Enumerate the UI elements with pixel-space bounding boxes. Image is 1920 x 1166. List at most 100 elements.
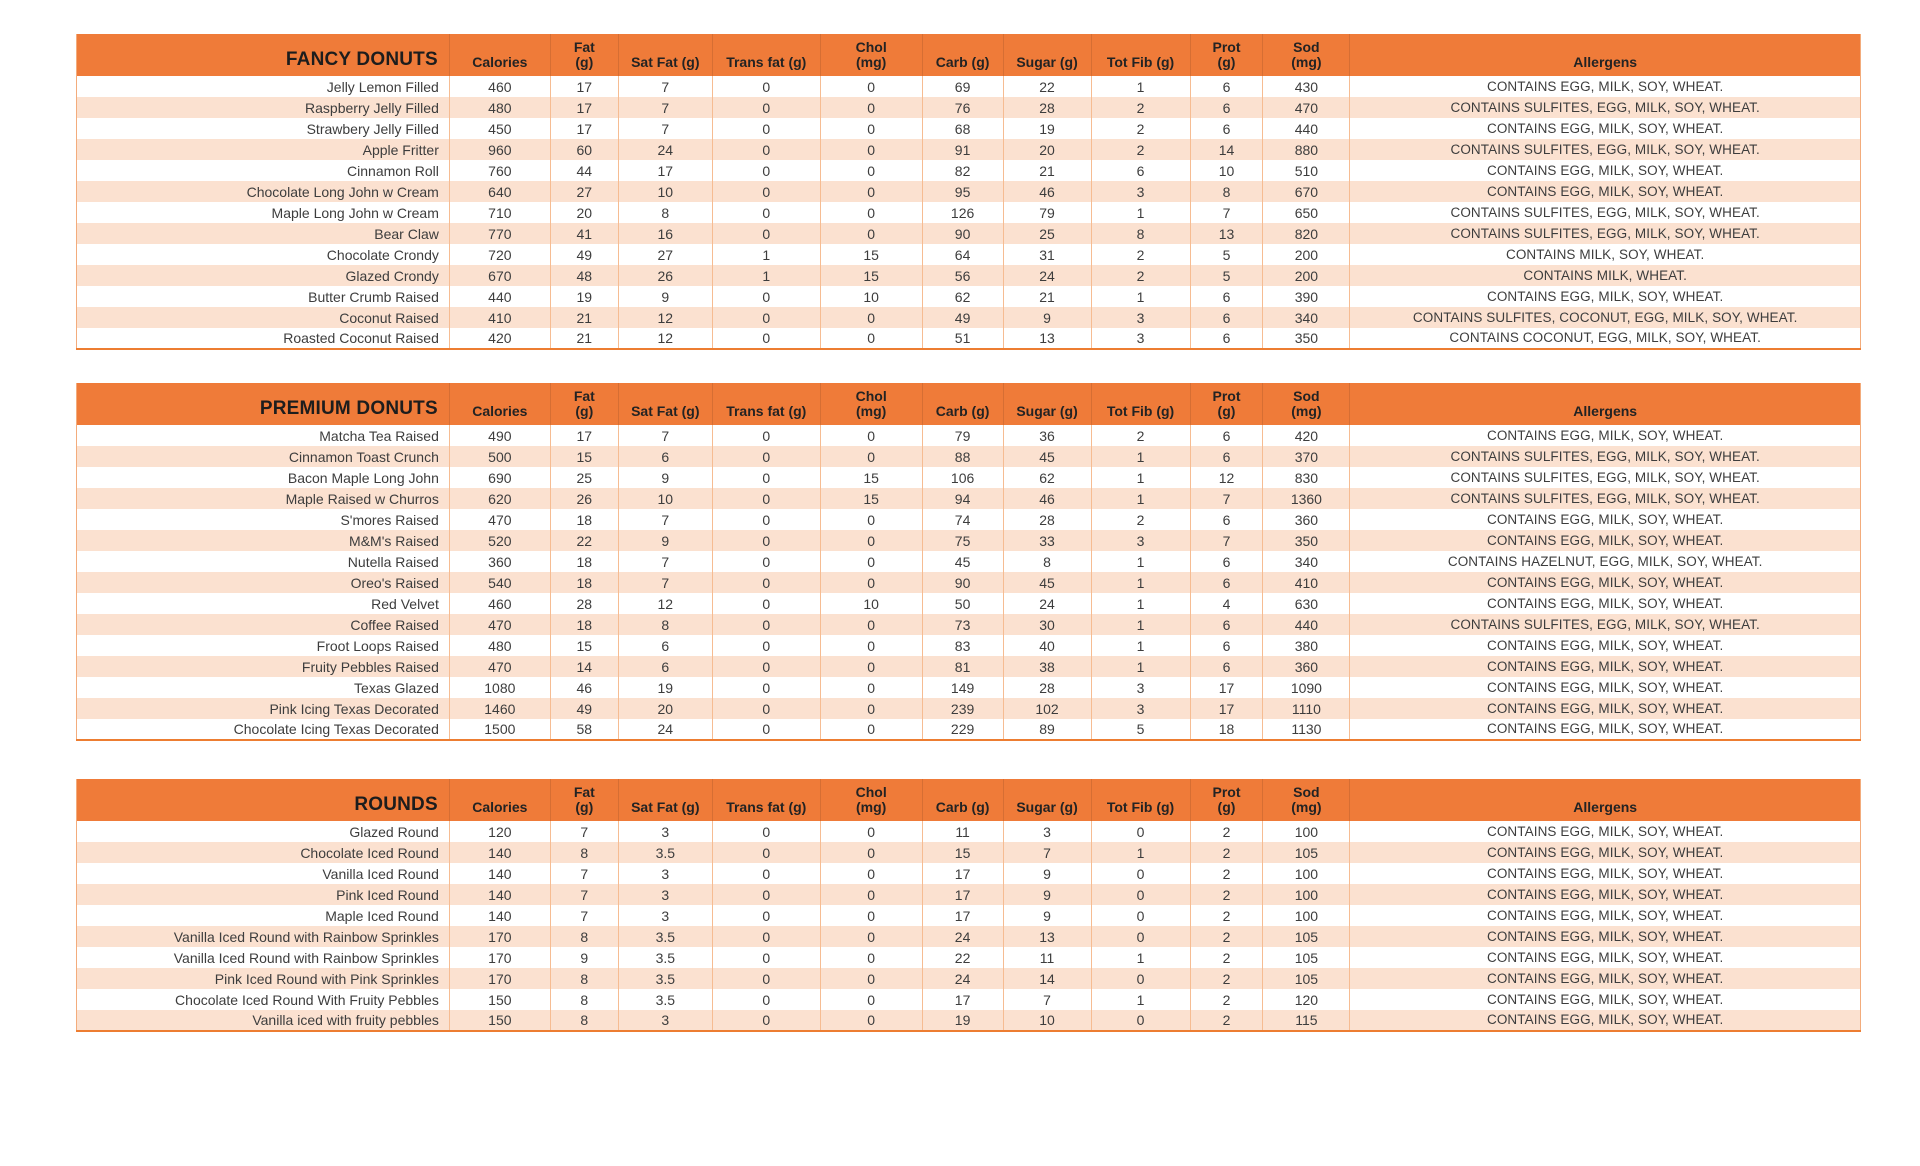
column-header: Calories bbox=[449, 34, 551, 76]
calories-cell: 410 bbox=[449, 307, 551, 328]
chol-cell: 0 bbox=[820, 328, 923, 349]
calories-cell: 170 bbox=[449, 947, 551, 968]
totfib-cell: 0 bbox=[1091, 821, 1191, 842]
column-header: Sod (mg) bbox=[1262, 779, 1351, 821]
allergens-cell: CONTAINS SULFITES, EGG, MILK, SOY, WHEAT… bbox=[1349, 467, 1861, 488]
calories-cell: 120 bbox=[449, 821, 551, 842]
transfat-cell: 0 bbox=[712, 328, 821, 349]
carb-cell: 74 bbox=[922, 509, 1004, 530]
sod-cell: 410 bbox=[1262, 572, 1351, 593]
satfat-cell: 27 bbox=[618, 244, 713, 265]
chol-cell: 0 bbox=[820, 677, 923, 698]
calories-cell: 460 bbox=[449, 593, 551, 614]
carb-cell: 22 bbox=[922, 947, 1004, 968]
table-row: Pink Icing Texas Decorated 1460 49 20 0 0 239 1… bbox=[76, 698, 1861, 719]
transfat-cell: 0 bbox=[712, 614, 821, 635]
prot-cell: 17 bbox=[1190, 677, 1264, 698]
satfat-cell: 9 bbox=[618, 530, 713, 551]
chol-cell: 10 bbox=[820, 286, 923, 307]
allergens-cell: CONTAINS EGG, MILK, SOY, WHEAT. bbox=[1349, 509, 1861, 530]
table-row: Maple Long John w Cream 710 20 8 0 0 126 79 1 7 65… bbox=[76, 202, 1861, 223]
chol-cell: 0 bbox=[820, 509, 923, 530]
sod-cell: 420 bbox=[1262, 425, 1351, 446]
table-row: Strawbery Jelly Filled 450 17 7 0 0 68 19 2 6 440 C… bbox=[76, 118, 1861, 139]
fat-cell: 27 bbox=[550, 181, 619, 202]
chol-cell: 0 bbox=[820, 202, 923, 223]
table-row: Coffee Raised 470 18 8 0 0 73 30 1 6 440 CONTAINS S… bbox=[76, 614, 1861, 635]
satfat-cell: 6 bbox=[618, 656, 713, 677]
satfat-cell: 12 bbox=[618, 593, 713, 614]
prot-cell: 2 bbox=[1190, 863, 1264, 884]
prot-cell: 2 bbox=[1190, 926, 1264, 947]
carb-cell: 15 bbox=[922, 842, 1004, 863]
transfat-cell: 0 bbox=[712, 677, 821, 698]
allergens-cell: CONTAINS EGG, MILK, SOY, WHEAT. bbox=[1349, 842, 1861, 863]
column-header: Sod (mg) bbox=[1262, 383, 1351, 425]
sod-cell: 470 bbox=[1262, 97, 1351, 118]
totfib-cell: 2 bbox=[1091, 425, 1191, 446]
prot-cell: 2 bbox=[1190, 884, 1264, 905]
prot-cell: 6 bbox=[1190, 328, 1264, 349]
fat-cell: 7 bbox=[550, 884, 619, 905]
table-row: Chocolate Icing Texas Decorated 1500 58 24 0… bbox=[76, 719, 1861, 740]
fat-cell: 20 bbox=[550, 202, 619, 223]
totfib-cell: 1 bbox=[1091, 551, 1191, 572]
calories-cell: 690 bbox=[449, 467, 551, 488]
sod-cell: 430 bbox=[1262, 76, 1351, 97]
chol-cell: 10 bbox=[820, 593, 923, 614]
header-row: FANCY DONUTS Calories Fat (g) Sat Fat (g) Tr… bbox=[76, 34, 1861, 76]
column-header: Sat Fat (g) bbox=[618, 383, 713, 425]
totfib-cell: 2 bbox=[1091, 139, 1191, 160]
carb-cell: 17 bbox=[922, 863, 1004, 884]
carb-cell: 69 bbox=[922, 76, 1004, 97]
satfat-cell: 7 bbox=[618, 425, 713, 446]
totfib-cell: 2 bbox=[1091, 509, 1191, 530]
satfat-cell: 19 bbox=[618, 677, 713, 698]
satfat-cell: 8 bbox=[618, 614, 713, 635]
transfat-cell: 0 bbox=[712, 551, 821, 572]
prot-cell: 6 bbox=[1190, 635, 1264, 656]
sugar-cell: 25 bbox=[1003, 223, 1092, 244]
calories-cell: 140 bbox=[449, 842, 551, 863]
calories-cell: 140 bbox=[449, 884, 551, 905]
prot-cell: 6 bbox=[1190, 656, 1264, 677]
column-header: Trans fat (g) bbox=[712, 383, 821, 425]
allergens-cell: CONTAINS EGG, MILK, SOY, WHEAT. bbox=[1349, 926, 1861, 947]
satfat-cell: 12 bbox=[618, 328, 713, 349]
sugar-cell: 33 bbox=[1003, 530, 1092, 551]
table-row: Coconut Raised 410 21 12 0 0 49 9 3 6 340 CONTAINS … bbox=[76, 307, 1861, 328]
column-header: Prot (g) bbox=[1190, 383, 1264, 425]
item-name-cell: Raspberry Jelly Filled bbox=[76, 97, 450, 118]
transfat-cell: 0 bbox=[712, 446, 821, 467]
prot-cell: 12 bbox=[1190, 467, 1264, 488]
allergens-cell: CONTAINS MILK, WHEAT. bbox=[1349, 265, 1861, 286]
transfat-cell: 0 bbox=[712, 76, 821, 97]
chol-cell: 0 bbox=[820, 635, 923, 656]
column-header: Trans fat (g) bbox=[712, 779, 821, 821]
carb-cell: 24 bbox=[922, 926, 1004, 947]
calories-cell: 960 bbox=[449, 139, 551, 160]
fat-cell: 15 bbox=[550, 446, 619, 467]
sod-cell: 1110 bbox=[1262, 698, 1351, 719]
calories-cell: 150 bbox=[449, 1010, 551, 1031]
sugar-cell: 9 bbox=[1003, 884, 1092, 905]
fat-cell: 8 bbox=[550, 1010, 619, 1031]
totfib-cell: 0 bbox=[1091, 968, 1191, 989]
calories-cell: 640 bbox=[449, 181, 551, 202]
prot-cell: 6 bbox=[1190, 425, 1264, 446]
sugar-cell: 28 bbox=[1003, 97, 1092, 118]
chol-cell: 0 bbox=[820, 118, 923, 139]
totfib-cell: 1 bbox=[1091, 488, 1191, 509]
column-header: Trans fat (g) bbox=[712, 34, 821, 76]
satfat-cell: 12 bbox=[618, 307, 713, 328]
satfat-cell: 26 bbox=[618, 265, 713, 286]
prot-cell: 6 bbox=[1190, 97, 1264, 118]
satfat-cell: 24 bbox=[618, 719, 713, 740]
column-header: Tot Fib (g) bbox=[1091, 34, 1191, 76]
carb-cell: 94 bbox=[922, 488, 1004, 509]
calories-cell: 420 bbox=[449, 328, 551, 349]
rounds-table: ROUNDS Calories Fat (g) Sat Fat (g) Trans fa… bbox=[76, 779, 1861, 1032]
sod-cell: 880 bbox=[1262, 139, 1351, 160]
calories-cell: 470 bbox=[449, 614, 551, 635]
calories-cell: 150 bbox=[449, 989, 551, 1010]
